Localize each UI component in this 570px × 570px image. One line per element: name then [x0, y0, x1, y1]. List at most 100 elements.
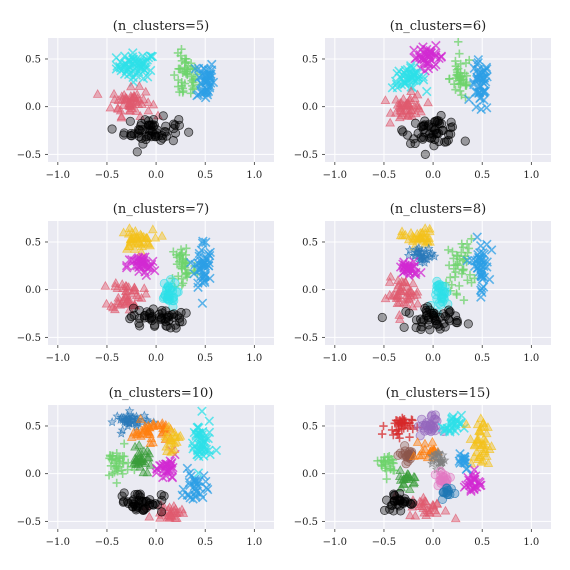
cluster-1-point: [107, 417, 118, 427]
cluster-2-point: [178, 68, 187, 77]
cluster-5-point: [486, 245, 497, 255]
x-tick-label: 1.0: [246, 537, 262, 548]
cluster-8-point: [164, 438, 175, 448]
cluster-12-point: [401, 473, 412, 483]
cluster-3-point: [118, 469, 127, 479]
cluster-4-point: [471, 447, 482, 456]
cluster-8-point: [399, 322, 409, 332]
cluster-4-point: [452, 289, 461, 298]
cluster-5-point: [160, 127, 170, 137]
cluster-5-point: [119, 128, 129, 138]
x-tick-label: 0.5: [197, 537, 213, 548]
cluster-2-point: [407, 82, 418, 93]
cluster-9-point: [144, 511, 155, 521]
cluster-4-point: [205, 247, 215, 258]
cluster-6-point: [403, 293, 414, 302]
cluster-6-point: [211, 445, 222, 456]
cluster-2-point: [121, 262, 132, 273]
points-layer: [104, 406, 222, 522]
cluster-6-point: [460, 136, 470, 146]
cluster-10-point: [128, 495, 138, 505]
y-tick-label: 0.0: [25, 469, 41, 480]
cluster-2-point: [182, 69, 192, 79]
cluster-4-point: [124, 105, 135, 115]
cluster-1-point: [419, 49, 430, 59]
cluster-4-point: [473, 65, 483, 75]
x-tick-label: 1.0: [246, 170, 262, 181]
cluster-3-point: [119, 459, 128, 468]
cluster-2-point: [132, 426, 142, 436]
cluster-6-point: [434, 116, 444, 126]
cluster-4-point: [476, 104, 486, 115]
cluster-4-point: [198, 236, 208, 247]
cluster-5-point: [134, 125, 145, 136]
cluster-1-point: [137, 232, 147, 241]
cluster-2-point: [144, 422, 155, 432]
cluster-5-point: [380, 95, 391, 105]
cluster-9-point: [164, 510, 174, 520]
cluster-5-point: [170, 128, 181, 138]
cluster-7-point: [142, 307, 152, 317]
cluster-6-point: [394, 310, 405, 319]
x-tick-label: 0.5: [474, 537, 490, 548]
cluster-5-point: [138, 139, 148, 149]
cluster-3-point: [115, 453, 125, 463]
cluster-14-point: [421, 510, 432, 520]
cluster-6-point: [392, 298, 403, 308]
y-tick-label: −0.5: [294, 333, 318, 344]
subplot-title: (n_clusters=6): [390, 19, 486, 34]
y-tick-label: −0.5: [294, 150, 318, 161]
cluster-5-point: [476, 267, 487, 278]
cluster-4-point: [464, 244, 474, 253]
cluster-1-point: [394, 429, 404, 438]
y-tick-label: 0.5: [25, 421, 41, 432]
cluster-10-point: [156, 507, 167, 517]
cluster-13-point: [450, 488, 460, 499]
cluster-9-point: [382, 474, 391, 484]
cluster-1-point: [111, 53, 122, 63]
cluster-9-point: [386, 464, 396, 473]
cluster-12-point: [404, 484, 415, 493]
cluster-5-point: [475, 241, 486, 251]
cluster-1-point: [138, 51, 148, 61]
cluster-2-point: [126, 432, 137, 441]
cluster-4-point: [139, 446, 149, 455]
cluster-3-point: [176, 245, 186, 254]
cluster-2-point: [392, 68, 402, 79]
cluster-1-point: [157, 230, 167, 240]
x-tick-label: 1.0: [523, 537, 539, 548]
cluster-10-point: [462, 463, 472, 474]
cluster-10-point: [150, 498, 160, 509]
subplot-title: (n_clusters=7): [113, 202, 209, 217]
cluster-4-point: [142, 467, 153, 477]
cluster-5-point: [125, 116, 135, 126]
y-tick-label: 0.5: [302, 237, 318, 248]
cluster-6-point: [193, 446, 203, 456]
cluster-3-point: [451, 85, 460, 94]
cluster-4-point: [143, 105, 154, 115]
subplot-title: (n_clusters=8): [390, 202, 486, 217]
cluster-14-point: [440, 505, 451, 515]
cluster-15-point: [408, 498, 418, 508]
cluster-1-point: [431, 60, 441, 70]
cluster-6-point: [170, 278, 180, 288]
cluster-2-point: [400, 79, 410, 89]
cluster-4-point: [140, 86, 151, 96]
cluster-4-point: [129, 91, 140, 101]
cluster-5-point: [391, 94, 401, 104]
cluster-1-point: [143, 239, 154, 248]
cluster-6-point: [397, 125, 407, 135]
cluster-6-point: [163, 290, 174, 300]
cluster-5-point: [167, 471, 177, 482]
cluster-10-point: [455, 453, 466, 464]
cluster-4-point: [124, 98, 134, 107]
cluster-4-point: [468, 77, 479, 88]
cluster-6-point: [384, 289, 395, 299]
cluster-1-point: [123, 241, 134, 251]
x-tick-label: −0.5: [95, 170, 119, 181]
cluster-6-point: [429, 141, 439, 151]
cluster-1-point: [379, 421, 388, 431]
cluster-5-point: [144, 116, 154, 126]
cluster-4-point: [130, 441, 140, 451]
